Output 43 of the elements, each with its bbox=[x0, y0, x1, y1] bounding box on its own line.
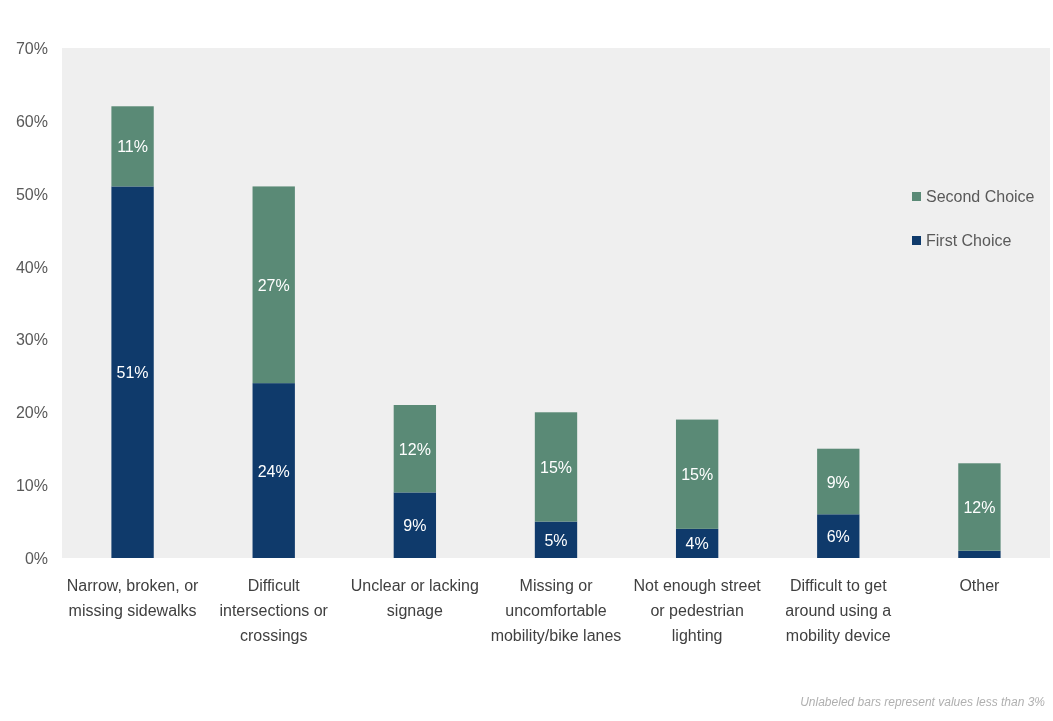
bar bbox=[958, 463, 1001, 551]
y-tick-label: 0% bbox=[24, 550, 48, 567]
data-label: 4% bbox=[685, 535, 709, 553]
bar bbox=[252, 383, 295, 558]
data-label: 15% bbox=[681, 466, 714, 484]
bar bbox=[393, 405, 437, 493]
bar bbox=[817, 514, 860, 558]
legend-label: Second Choice bbox=[926, 188, 1035, 205]
x-tick-label: Other bbox=[959, 577, 1001, 594]
bar bbox=[534, 412, 578, 522]
y-tick-label: 50% bbox=[15, 185, 48, 203]
data-label: 6% bbox=[826, 528, 850, 546]
data-label: 12% bbox=[963, 499, 996, 516]
data-label: 24% bbox=[257, 462, 290, 480]
legend-label: First Choice bbox=[926, 232, 1012, 249]
y-tick-label: 20% bbox=[15, 404, 48, 422]
bar bbox=[111, 186, 154, 558]
bar bbox=[958, 550, 1001, 558]
data-label: 5% bbox=[544, 531, 568, 549]
bar bbox=[393, 492, 437, 558]
x-tick-label: Unclear or lacking signage bbox=[350, 577, 479, 619]
x-tick-label: Narrow, broken, or missing sidewalks bbox=[66, 577, 200, 619]
y-tick-label: 40% bbox=[15, 258, 48, 276]
data-label: 9% bbox=[403, 517, 427, 535]
bar bbox=[675, 419, 719, 529]
x-tick-label: Missing or uncomfortable mobility/bike lanes bbox=[490, 577, 622, 644]
data-label: 51% bbox=[116, 364, 149, 382]
y-tick-label: 60% bbox=[15, 112, 48, 130]
text: Unlabeled bars represent values less than 3% bbox=[800, 695, 1046, 709]
bar bbox=[817, 448, 860, 515]
x-tick-label: Difficult to get around using a mobility device bbox=[785, 577, 892, 644]
data-label: 27% bbox=[257, 276, 290, 294]
y-tick-label: 10% bbox=[15, 477, 48, 495]
bar bbox=[111, 106, 154, 187]
bar bbox=[252, 186, 295, 384]
x-tick-label: Not enough street or pedestrian lighting bbox=[633, 577, 762, 644]
x-tick-label: Difficult intersections or crossings bbox=[219, 577, 329, 644]
data-label: 9% bbox=[826, 473, 850, 491]
y-tick-label: 70% bbox=[15, 40, 48, 57]
data-label: 15% bbox=[539, 458, 573, 476]
y-tick-label: 30% bbox=[15, 331, 48, 349]
data-label: 12% bbox=[398, 440, 431, 458]
data-label: 11% bbox=[117, 138, 148, 156]
